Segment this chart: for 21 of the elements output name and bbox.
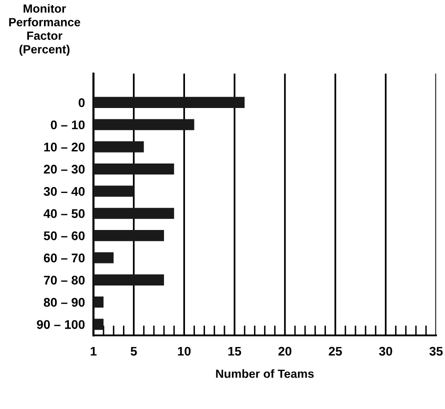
y-tick-label: 60 – 70: [44, 254, 85, 262]
y-tick-label: 40 – 50: [44, 209, 85, 218]
x-tick-label: 1: [90, 346, 97, 356]
y-axis-title: Monitor Performance Factor (Percent): [9, 4, 80, 56]
x-tick-label: 25: [328, 346, 342, 356]
x-tick-label: 20: [278, 346, 292, 356]
y-tick-label: 90 – 100: [36, 320, 85, 329]
x-axis-title: Number of Teams: [216, 369, 314, 378]
x-tick-label: 35: [429, 346, 443, 356]
y-tick-label: 70 – 80: [44, 276, 85, 285]
y-tick-label: 10 – 20: [44, 142, 85, 152]
x-tick-label: 15: [228, 346, 242, 356]
x-tick-label: 30: [379, 346, 392, 356]
y-tick-label: 50 – 60: [44, 231, 85, 240]
y-tick-label: 0 – 10: [50, 120, 85, 130]
x-tick-label: 5: [130, 346, 137, 356]
y-tick-label: 30 – 40: [44, 186, 85, 196]
x-tick-label: 10: [178, 346, 191, 356]
y-tick-label: 80 – 90: [44, 298, 85, 307]
y-tick-label: 0: [78, 98, 85, 108]
y-tick-label: 20 – 30: [44, 164, 85, 174]
